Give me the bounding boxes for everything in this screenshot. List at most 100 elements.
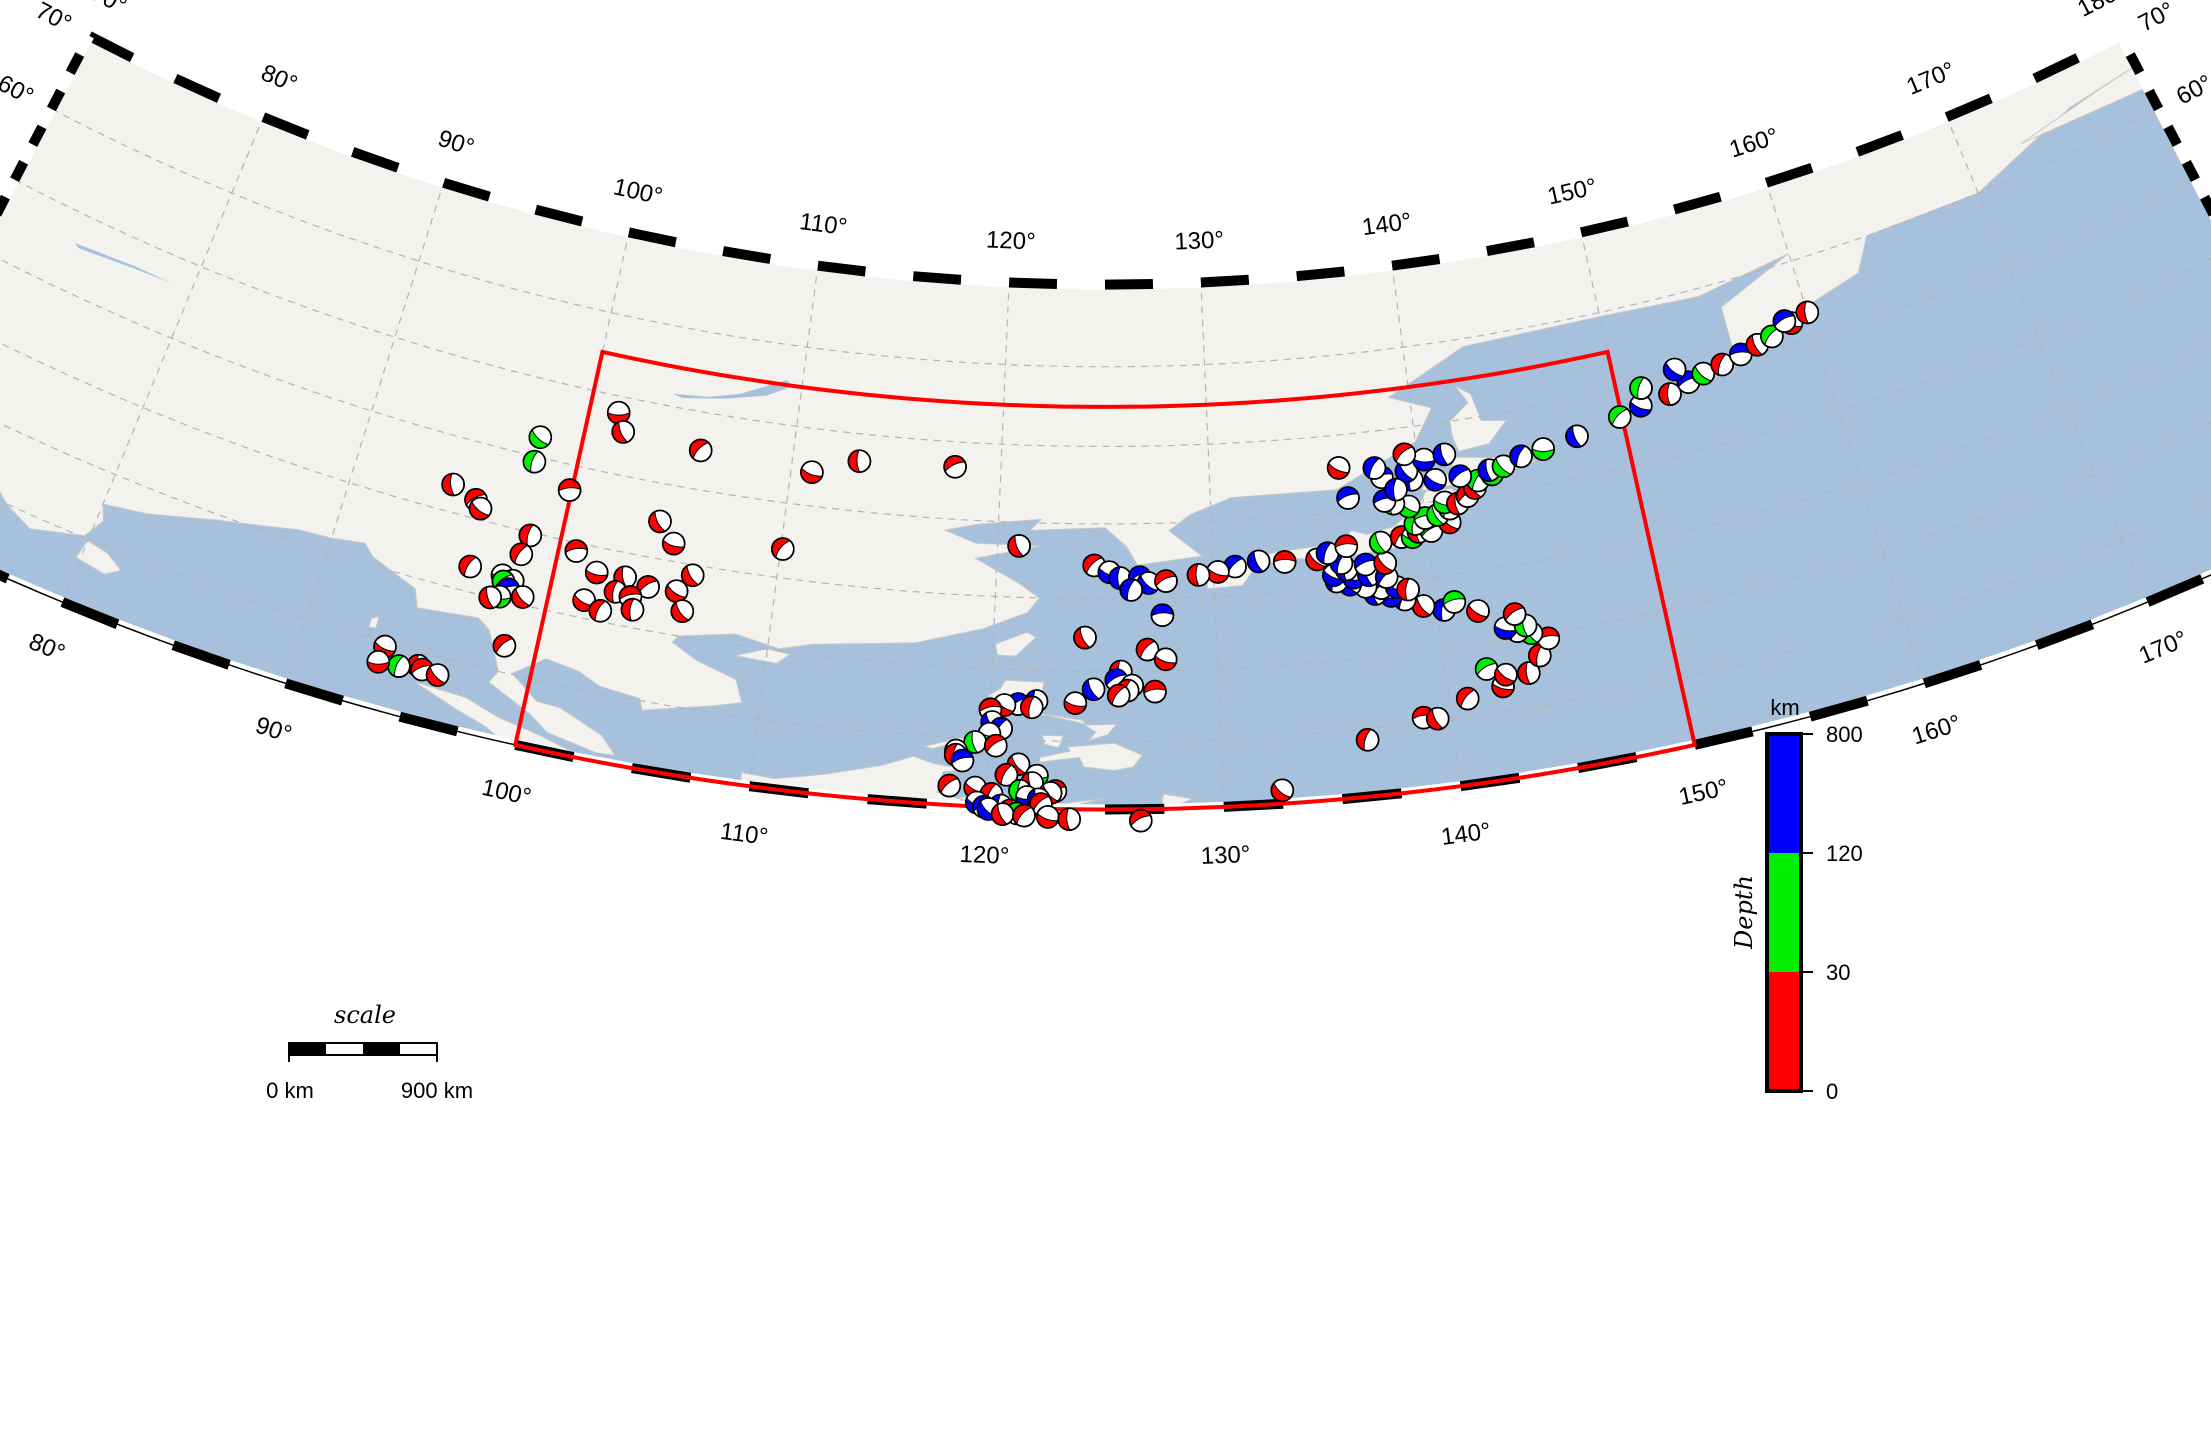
focal-mechanism-10 xyxy=(770,537,795,561)
focal-mechanism-22 xyxy=(664,579,689,604)
lon-label-top-10: 170° xyxy=(1903,57,1959,101)
lon-label-bottom-3: 100° xyxy=(479,774,533,811)
focal-mechanism-192 xyxy=(1795,300,1820,325)
focal-mechanism-18 xyxy=(509,542,534,567)
lon-label-bottom-2: 90° xyxy=(252,712,295,749)
lon-label-bottom-6: 130° xyxy=(1200,841,1251,870)
focal-mechanism-97 xyxy=(1036,805,1060,829)
focal-mechanism-173 xyxy=(1432,442,1457,467)
focal-mechanism-7 xyxy=(522,449,547,474)
scale-label-end: 900 km xyxy=(401,1078,473,1103)
focal-mechanism-170 xyxy=(1394,459,1419,484)
focal-mechanism-77 xyxy=(994,762,1019,787)
lon-label-bottom-8: 150° xyxy=(1676,774,1730,811)
focal-mechanism-166 xyxy=(1448,464,1472,489)
focal-mechanism-61 xyxy=(1106,683,1131,708)
focal-mechanism-98 xyxy=(1057,807,1081,832)
lon-label-top-4: 110° xyxy=(798,208,849,241)
focal-mechanism-19 xyxy=(584,560,609,585)
focal-mechanism-101 xyxy=(1355,727,1380,752)
colorbar-tick-0: 0 xyxy=(1826,1079,1838,1104)
focal-mechanism-172 xyxy=(1412,447,1436,472)
focal-mechanism-9 xyxy=(648,509,672,534)
focal-mechanism-137 xyxy=(1272,550,1297,574)
focal-mechanism-26 xyxy=(458,554,483,579)
colorbar-band-2 xyxy=(1767,734,1801,853)
colorbar-tick-3: 800 xyxy=(1826,722,1863,747)
lon-label-bottom-1: 80° xyxy=(25,628,69,667)
focal-mechanism-2 xyxy=(688,438,713,463)
focal-mechanism-178 xyxy=(1491,454,1516,479)
lat-label-left-5: 50° xyxy=(0,141,1,182)
focal-mechanism-140 xyxy=(1206,560,1230,584)
focal-mechanism-171 xyxy=(1362,456,1387,480)
lon-label-bottom-5: 120° xyxy=(959,841,1010,870)
focal-mechanism-60 xyxy=(1081,677,1106,702)
colorbar-tick-2: 120 xyxy=(1826,841,1863,866)
focal-mechanism-53 xyxy=(1135,637,1160,662)
focal-mechanism-80 xyxy=(937,773,962,798)
focal-mechanism-12 xyxy=(441,472,465,497)
focal-mechanism-193 xyxy=(1772,309,1797,333)
focal-mechanism-138 xyxy=(1246,549,1271,574)
focal-mechanism-182 xyxy=(1608,405,1632,429)
focal-mechanism-141 xyxy=(1186,563,1211,587)
graticule xyxy=(0,108,2211,807)
focal-mechanism-36 xyxy=(478,585,503,610)
focal-mechanism-115 xyxy=(1502,602,1527,626)
focal-mechanism-103 xyxy=(1425,706,1450,731)
focal-mechanism-5 xyxy=(943,454,967,479)
focal-mechanism-72 xyxy=(983,733,1008,758)
focal-mechanism-42 xyxy=(387,654,411,678)
focal-mechanism-146 xyxy=(1368,530,1393,555)
focal-mechanism-44 xyxy=(1007,534,1031,558)
focal-mechanism-142 xyxy=(1154,569,1178,593)
focal-mechanism-116 xyxy=(1466,599,1490,623)
land-polygon-4 xyxy=(1082,723,1118,742)
lat-label-left-6: 60° xyxy=(0,70,38,111)
lon-label-top-11: 180° xyxy=(2073,0,2129,23)
colorbar-title: Depth xyxy=(1730,875,1758,950)
focal-mechanism-183 xyxy=(1629,393,1653,418)
focal-mechanism-16 xyxy=(564,539,589,563)
focal-mechanism-179 xyxy=(1509,444,1533,469)
land-polygon-12 xyxy=(734,648,791,665)
lon-label-bottom-10: 170° xyxy=(2135,626,2191,670)
lat-label-right-6: 60° xyxy=(2172,70,2211,111)
focal-mechanisms xyxy=(366,300,1820,833)
focal-mechanism-95 xyxy=(990,802,1015,827)
lon-label-top-3: 100° xyxy=(611,173,665,210)
lon-label-bottom-4: 110° xyxy=(719,818,770,851)
focal-mechanism-167 xyxy=(1423,467,1447,492)
colorbar-unit: km xyxy=(1770,695,1799,720)
focal-mechanism-174 xyxy=(1392,442,1417,467)
focal-mechanism-175 xyxy=(1326,456,1351,480)
focal-mechanism-59 xyxy=(1143,679,1167,704)
focal-mechanism-43 xyxy=(366,649,391,674)
focal-mechanism-8 xyxy=(557,478,582,502)
focal-mechanism-144 xyxy=(1315,541,1340,566)
focal-mechanism-99 xyxy=(1129,808,1153,833)
scale-bar: scale 0 km 900 km xyxy=(266,1001,473,1103)
focal-mechanism-51 xyxy=(1150,603,1175,628)
land-polygon-18 xyxy=(368,616,380,629)
scale-bar-seg-1 xyxy=(289,1043,326,1055)
focal-mechanism-187 xyxy=(1710,352,1734,377)
lon-label-top-9: 160° xyxy=(1726,123,1781,164)
colorbar-bands xyxy=(1767,734,1801,1091)
focal-mechanism-6 xyxy=(528,425,553,450)
land-polygon-11 xyxy=(994,631,1037,657)
land-polygon-17 xyxy=(75,540,122,575)
focal-mechanism-11 xyxy=(661,531,686,556)
focal-mechanism-37 xyxy=(492,633,517,658)
focal-mechanism-52 xyxy=(1073,625,1097,650)
focal-mechanism-194 xyxy=(1662,357,1687,382)
land-polygon-15 xyxy=(1449,385,1508,453)
focal-mechanism-106 xyxy=(1517,661,1541,685)
focal-mechanism-30 xyxy=(572,588,596,613)
focal-mechanism-14 xyxy=(468,496,493,521)
colorbar-frame xyxy=(1765,732,1803,1093)
focal-mechanism-50 xyxy=(1119,578,1143,602)
focal-mechanism-180 xyxy=(1531,437,1555,461)
